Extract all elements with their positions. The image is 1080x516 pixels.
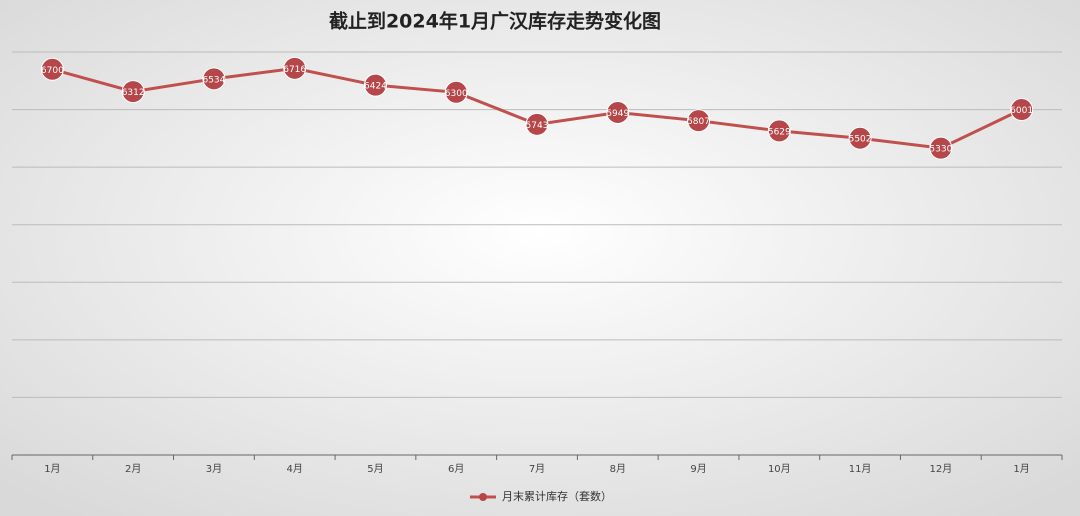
x-tick-label: 1月 <box>1013 463 1029 475</box>
data-label: 6312 <box>122 88 145 98</box>
data-label: 5807 <box>687 117 710 127</box>
point <box>121 80 145 104</box>
x-tick-label: 6月 <box>448 463 464 475</box>
legend-marker <box>479 493 487 501</box>
x-tick-label: 12月 <box>929 463 952 475</box>
point <box>929 136 953 160</box>
x-tick-label: 3月 <box>206 463 222 475</box>
point <box>202 67 226 91</box>
point <box>283 56 307 80</box>
point <box>363 73 387 97</box>
point <box>848 126 872 150</box>
point <box>687 109 711 133</box>
x-tick-label: 10月 <box>768 463 791 475</box>
data-label: 5949 <box>606 109 629 119</box>
x-tick-label: 11月 <box>849 463 872 475</box>
data-label: 6700 <box>41 66 64 76</box>
data-label: 5629 <box>768 127 791 137</box>
legend-label: 月末累计库存（套数） <box>502 489 612 503</box>
data-label: 5330 <box>929 145 952 155</box>
data-label: 6716 <box>283 65 306 75</box>
x-tick-label: 5月 <box>367 463 383 475</box>
data-label: 6001 <box>1010 106 1033 116</box>
x-tick-label: 8月 <box>610 463 626 475</box>
x-tick-label: 4月 <box>287 463 303 475</box>
point <box>525 112 549 136</box>
data-label: 6424 <box>364 82 387 92</box>
data-label: 6300 <box>445 89 468 99</box>
data-label: 6534 <box>202 75 225 85</box>
chart-title: 截止到2024年1月广汉库存走势变化图 <box>329 10 661 33</box>
x-tick-label: 9月 <box>690 463 706 475</box>
x-tick-label: 1月 <box>44 463 60 475</box>
data-label: 5743 <box>526 121 549 131</box>
x-tick-label: 7月 <box>529 463 545 475</box>
point <box>606 101 630 125</box>
data-label: 5502 <box>849 135 872 145</box>
point <box>1010 98 1034 122</box>
x-tick-label: 2月 <box>125 463 141 475</box>
point <box>767 119 791 143</box>
point <box>40 57 64 81</box>
point <box>444 80 468 104</box>
